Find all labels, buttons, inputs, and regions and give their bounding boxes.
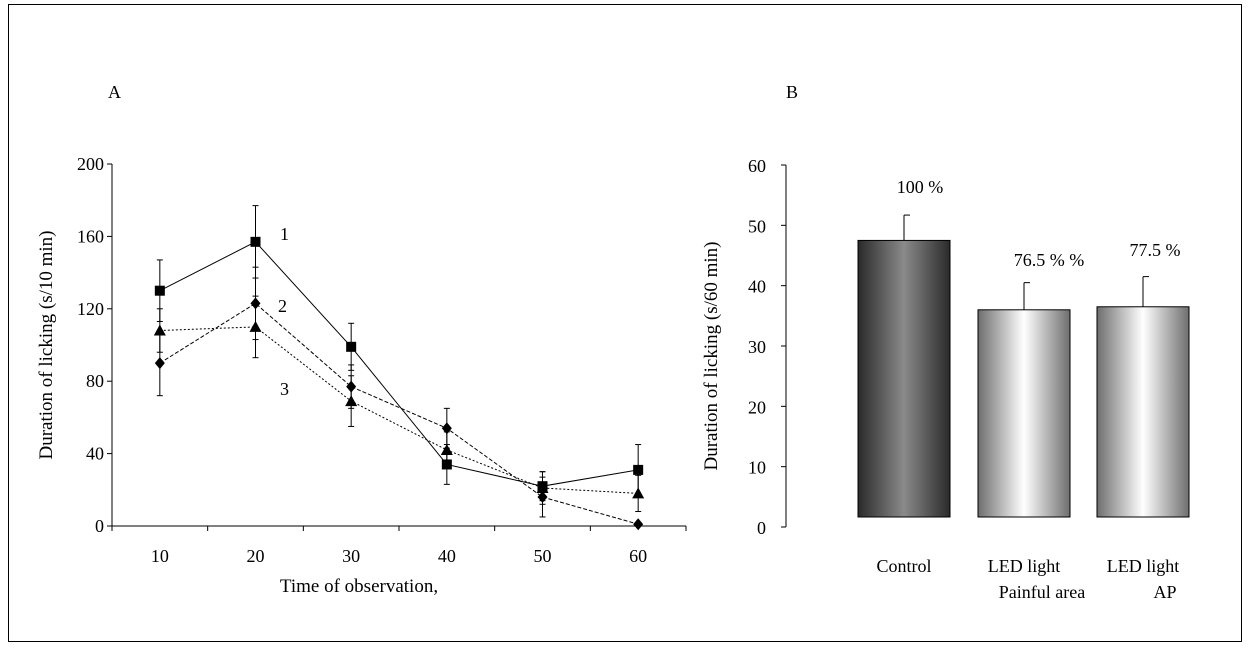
category-label-1: Control: [876, 556, 931, 576]
data-point-series-1: [250, 236, 261, 247]
x-tick-label-a: 30: [342, 546, 360, 566]
panel-label-a: A: [108, 82, 121, 102]
bar-value-label-3: 77.5 %: [1130, 240, 1181, 260]
data-point-series-3: [249, 320, 262, 332]
y-tick-label-b: 40: [748, 277, 766, 297]
series-label-1: 1: [280, 224, 289, 244]
series-line-3: [159, 326, 639, 494]
y-tick-label-b: 50: [748, 216, 766, 236]
category-sublabel-3: AP: [1153, 582, 1176, 602]
y-axis-title-b: Duration of licking (s/60 min): [701, 241, 722, 470]
y-tick-label-a: 40: [86, 444, 104, 464]
category-sublabel-2: Painful area: [999, 582, 1085, 602]
x-tick-label-a: 50: [534, 546, 552, 566]
data-point-series-1: [346, 341, 357, 352]
x-axis-title-a: Time of observation,: [280, 576, 438, 597]
data-point-series-3: [632, 487, 645, 499]
data-point-series-3: [536, 481, 549, 493]
panel-label-b: B: [786, 82, 798, 102]
y-axis-title-a: Duration of licking (s/10 min): [36, 230, 57, 459]
bar-value-label-1: 100 %: [897, 177, 944, 197]
data-point-series-3: [440, 443, 453, 455]
data-point-series-3: [153, 324, 166, 336]
y-tick-label-b: 10: [748, 458, 766, 478]
y-tick-label-a: 120: [77, 299, 104, 319]
bar-chart-panel-b: 0 10 20 30 40 50 60 Duration of licking (s/60 m…: [701, 156, 1190, 602]
series-line-2: [159, 302, 639, 525]
category-label-3: LED light: [1107, 556, 1180, 576]
y-tick-label-b: 0: [757, 518, 766, 538]
x-tick-label-a: 60: [629, 546, 647, 566]
y-tick-label-b: 20: [748, 397, 766, 417]
y-tick-label-b: 30: [748, 337, 766, 357]
category-label-2: LED light: [988, 556, 1061, 576]
series-label-3: 3: [280, 379, 289, 399]
y-tick-label-a: 0: [95, 516, 104, 536]
y-tick-label-a: 160: [77, 226, 104, 246]
bar-1: [857, 239, 951, 518]
series-line-1: [159, 241, 639, 487]
data-point-series-1: [154, 285, 165, 296]
y-tick-label-b: 60: [748, 156, 766, 176]
bar-3: [1096, 306, 1190, 518]
data-point-series-2: [441, 422, 452, 435]
data-point-series-2: [633, 518, 644, 531]
data-point-series-2: [154, 357, 165, 370]
data-point-series-1: [633, 464, 644, 475]
x-tick-label-a: 40: [438, 546, 456, 566]
x-tick-label-a: 10: [151, 546, 169, 566]
series-label-2: 2: [278, 296, 287, 316]
data-point-series-3: [345, 395, 358, 407]
bar-value-label-2: 76.5 % %: [1014, 250, 1085, 270]
x-tick-label-a: 20: [247, 546, 265, 566]
y-tick-label-a: 80: [86, 371, 104, 391]
line-chart-panel-a: 0 40 80 120 160 200 10 20 30 40 50 60 Time of observ…: [36, 154, 687, 597]
y-tick-label-a: 200: [77, 154, 104, 174]
bar-2: [977, 309, 1071, 518]
